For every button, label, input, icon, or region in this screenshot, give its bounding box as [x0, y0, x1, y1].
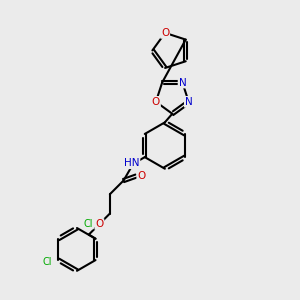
Text: HN: HN	[124, 158, 140, 168]
Text: O: O	[95, 219, 103, 229]
Text: O: O	[137, 171, 146, 181]
Text: Cl: Cl	[83, 219, 93, 229]
Text: O: O	[152, 97, 160, 107]
Text: O: O	[161, 28, 169, 38]
Text: N: N	[178, 78, 186, 88]
Text: N: N	[185, 97, 193, 107]
Text: Cl: Cl	[42, 256, 52, 267]
